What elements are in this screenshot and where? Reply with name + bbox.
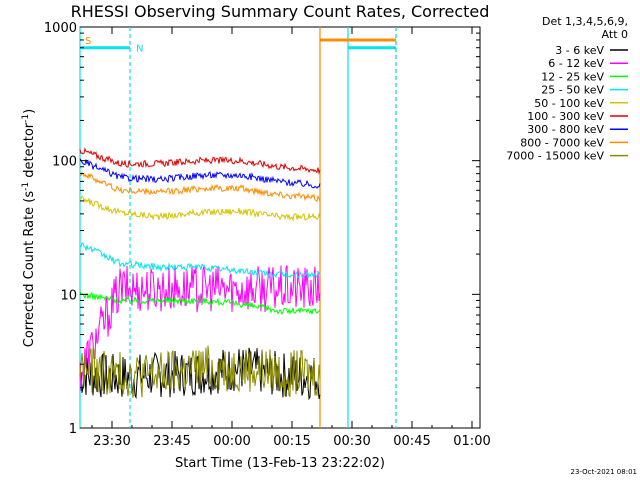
footer-timestamp: 23-Oct-2021 08:01	[571, 468, 637, 476]
series-line-4	[79, 195, 321, 223]
y-tick-label: 10	[60, 288, 77, 303]
x-tick-label: 00:15	[273, 434, 310, 449]
series-line-3	[79, 242, 321, 279]
vertical-markers	[79, 27, 397, 428]
legend-header-line1: Det 1,3,4,5,6,9,	[542, 15, 628, 28]
x-tick-label: 23:45	[153, 434, 190, 449]
legend-entry-label: 3 - 6 keV	[555, 44, 604, 57]
legend-entry-label: 6 - 12 keV	[548, 57, 604, 70]
flag-label-s: S	[85, 36, 91, 47]
x-axis-label: Start Time (13-Feb-13 23:22:02)	[175, 456, 385, 471]
x-tick-label: 00:30	[333, 434, 370, 449]
flag-labels: SN	[85, 36, 143, 55]
series-line-6	[79, 158, 321, 189]
legend-entry-label: 25 - 50 keV	[541, 84, 604, 97]
series-lines	[79, 147, 321, 401]
legend-entry-label: 800 - 7000 keV	[520, 136, 604, 149]
series-line-2	[79, 291, 321, 316]
legend-entry-label: 100 - 300 keV	[527, 110, 604, 123]
x-tick-label: 00:00	[213, 434, 250, 449]
legend-header-line2: Att 0	[602, 28, 628, 41]
y-tick-label: 1000	[44, 21, 77, 36]
y-axis-label: Corrected Count Rate (s-1 detector-1)	[21, 109, 37, 347]
x-tick-label: 00:45	[393, 434, 430, 449]
legend-entry-label: 50 - 100 keV	[534, 97, 604, 110]
x-tick-label: 01:00	[453, 434, 490, 449]
chart-title: RHESSI Observing Summary Count Rates, Co…	[71, 2, 490, 21]
axes: 23:30 23:45 00:00 00:15 00:30 00:45 01:00 1 10 10…	[44, 21, 491, 449]
y-tick-label: 1	[69, 422, 77, 437]
series-line-8	[79, 345, 321, 398]
series-line-1	[79, 265, 321, 391]
legend-entry-label: 7000 - 15000 keV	[506, 150, 604, 163]
y-tick-label: 100	[52, 155, 77, 170]
legend-entry-label: 12 - 25 keV	[541, 70, 604, 83]
series-line-7	[79, 171, 321, 203]
legend-entry-label: 300 - 800 keV	[527, 123, 604, 136]
series-line-5	[79, 147, 321, 175]
flag-label-n: N	[136, 44, 143, 55]
flag-bars	[80, 38, 396, 50]
x-tick-label: 23:30	[93, 434, 130, 449]
